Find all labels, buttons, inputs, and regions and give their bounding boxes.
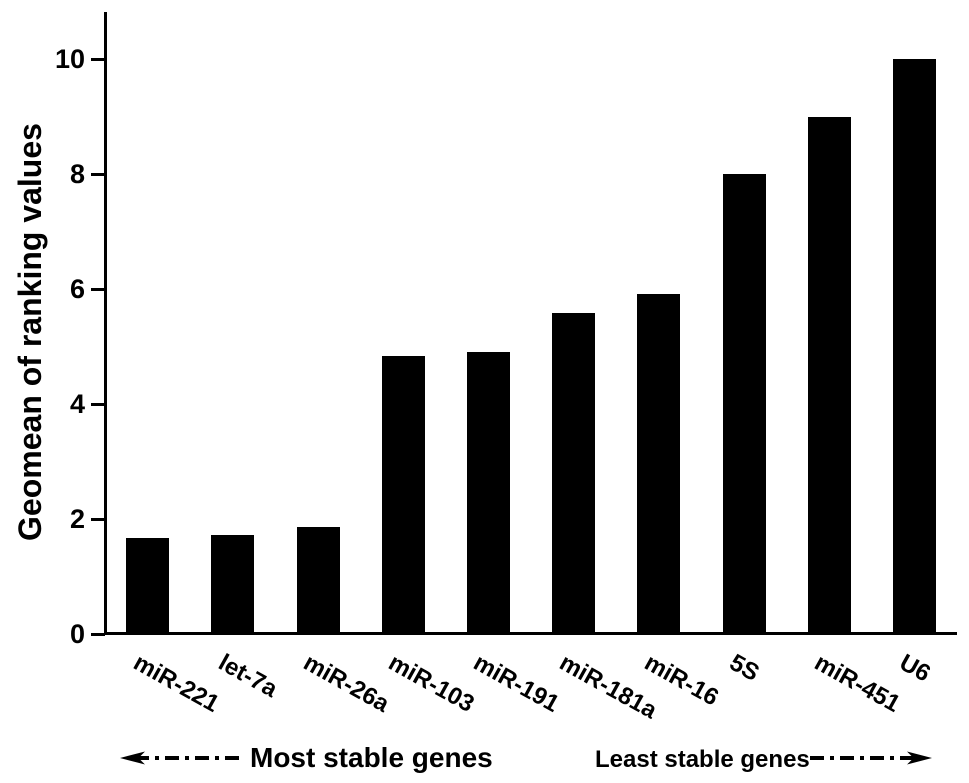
- bar-miR-26a: [297, 527, 340, 634]
- y-tick-label: 4: [69, 389, 85, 419]
- bar-miR-16: [637, 294, 680, 634]
- x-tick-label-miR-191: miR-191: [468, 649, 564, 718]
- x-tick-label-let-7a: let-7a: [213, 649, 282, 704]
- bar-5S: [723, 174, 766, 634]
- x-tick-label-U6: U6: [894, 649, 935, 688]
- bar-miR-181a: [552, 313, 595, 634]
- bar-miR-103: [382, 356, 425, 634]
- x-tick-label-miR-26a: miR-26a: [298, 649, 394, 718]
- y-axis-title: Geomean of ranking values: [12, 123, 48, 541]
- bar-miR-221: [126, 538, 169, 634]
- x-tick-label-miR-221: miR-221: [128, 649, 224, 718]
- x-tick-label-miR-103: miR-103: [383, 649, 479, 718]
- y-tick-mark: [91, 518, 105, 521]
- y-tick-label: 2: [69, 504, 85, 534]
- y-tick-mark: [91, 58, 105, 61]
- bar-let-7a: [211, 535, 254, 634]
- x-axis-line: [104, 632, 957, 635]
- y-axis-line: [104, 12, 107, 635]
- right-arrow-icon: [810, 751, 932, 765]
- left-arrow-icon: [120, 751, 242, 765]
- y-tick-mark: [91, 633, 105, 636]
- bar-miR-191: [467, 352, 510, 634]
- most-stable-genes-label: Most stable genes: [250, 742, 493, 773]
- y-tick-mark: [91, 173, 105, 176]
- bar-U6: [893, 59, 936, 634]
- y-tick-label: 0: [69, 619, 85, 649]
- y-tick-label: 8: [69, 159, 85, 189]
- y-tick-label: 6: [69, 274, 85, 304]
- bar-miR-451: [808, 117, 851, 634]
- y-tick-mark: [91, 288, 105, 291]
- least-stable-genes-label: Least stable genes: [595, 746, 810, 773]
- y-tick-label: 10: [54, 44, 85, 74]
- y-tick-mark: [91, 403, 105, 406]
- x-tick-label-miR-451: miR-451: [809, 649, 905, 718]
- x-tick-label-5S: 5S: [724, 649, 764, 687]
